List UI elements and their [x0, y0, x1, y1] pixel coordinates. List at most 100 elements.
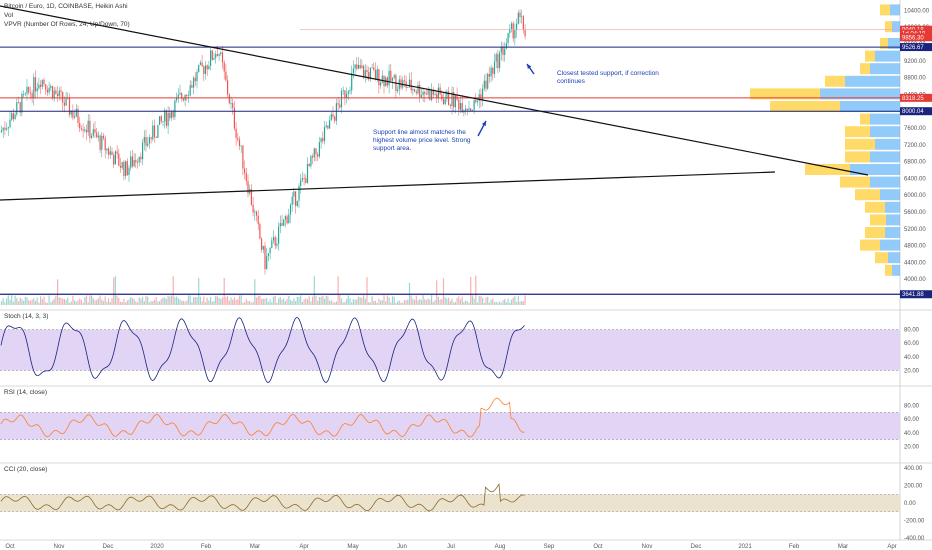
- volume-bar: [303, 299, 305, 305]
- volume-bar: [470, 276, 472, 305]
- vpvr-up: [870, 113, 900, 125]
- volume-bar: [475, 275, 477, 305]
- candle-body: [461, 103, 463, 113]
- candle-body: [369, 67, 371, 80]
- volume-bar: [87, 302, 89, 305]
- candle-body: [130, 156, 132, 168]
- volume-bar: [412, 298, 414, 305]
- candle-body: [437, 87, 439, 99]
- candle-body: [482, 88, 484, 100]
- candle-body: [182, 98, 184, 101]
- volume-bar: [45, 302, 47, 305]
- volume-bar: [46, 302, 48, 305]
- candle-body: [82, 129, 84, 131]
- candle-body: [228, 94, 230, 104]
- candle-body: [34, 77, 37, 92]
- candle-body: [38, 84, 40, 89]
- candle-body: [225, 71, 227, 81]
- volume-bar: [14, 295, 16, 305]
- cci-band: [0, 494, 900, 512]
- price-label: [900, 107, 932, 116]
- candle-body: [164, 110, 166, 122]
- volume-bar: [28, 300, 30, 305]
- candle-body: [500, 46, 502, 53]
- x-tick: Aug: [495, 544, 506, 550]
- candle-body: [4, 127, 6, 130]
- volume-bar: [410, 295, 412, 305]
- candle-body: [237, 137, 239, 140]
- candle-body: [381, 75, 383, 83]
- candle-body: [364, 70, 366, 78]
- vpvr-down: [845, 151, 870, 163]
- volume-bar: [252, 301, 254, 305]
- candle-body: [6, 128, 8, 130]
- candle-body: [507, 32, 509, 44]
- candle-body: [216, 54, 218, 56]
- volume-bar: [337, 276, 339, 305]
- candle-body: [490, 67, 492, 77]
- candle-body: [210, 50, 212, 67]
- vpvr-up: [850, 164, 900, 175]
- volume-bar: [6, 298, 8, 305]
- candle-body: [218, 54, 220, 56]
- volume-bar: [436, 280, 438, 305]
- volume-bar: [514, 295, 516, 305]
- candle-body: [233, 108, 235, 129]
- volume-bar: [300, 295, 302, 305]
- candle-body: [417, 84, 419, 94]
- price-label-text: 8000.04: [902, 109, 924, 115]
- volume-bar: [116, 295, 118, 305]
- price-tick: 7600.00: [904, 126, 926, 132]
- stoch-line: [0, 317, 525, 384]
- volume-bar: [310, 301, 312, 305]
- volume-bar: [43, 296, 45, 305]
- volume-bar: [446, 298, 448, 305]
- candle-body: [303, 177, 305, 179]
- candle-body: [441, 94, 443, 100]
- volume-bar: [147, 296, 149, 305]
- candle-body: [87, 120, 89, 133]
- volume-bar: [499, 301, 501, 305]
- volume-bar: [517, 295, 519, 305]
- volume-profile: [750, 4, 900, 276]
- candle-body: [211, 50, 213, 60]
- candle-body: [487, 73, 489, 89]
- vpvr-up: [890, 4, 900, 16]
- volume-bar: [2, 298, 4, 305]
- volume-bar: [91, 295, 93, 305]
- x-tick: Dec: [103, 544, 114, 550]
- volume-bar: [162, 297, 164, 305]
- candle-body: [415, 91, 417, 94]
- volume-bar: [463, 301, 465, 305]
- candle-body: [432, 89, 434, 95]
- candle-body: [172, 111, 174, 118]
- vpvr-up: [870, 151, 900, 163]
- volume-bar: [257, 295, 259, 305]
- volume-bar: [203, 296, 205, 305]
- candle-body: [361, 65, 363, 69]
- candle-body: [363, 65, 365, 78]
- volume-bar: [456, 298, 458, 305]
- volume-bar: [429, 299, 431, 305]
- volume-bar: [327, 296, 329, 305]
- candle-body: [400, 79, 402, 88]
- volume-bar: [113, 277, 115, 305]
- candle-body: [420, 95, 422, 98]
- volume-bar: [458, 296, 460, 305]
- candle-body: [113, 155, 115, 165]
- candle-body: [334, 116, 336, 121]
- volume-bar: [468, 302, 470, 305]
- candle-body: [391, 77, 394, 81]
- candle-body: [269, 247, 271, 254]
- arrow-support-head: [527, 64, 532, 69]
- volume-bar: [125, 302, 127, 305]
- volume-bar: [198, 277, 200, 305]
- volume-bar: [325, 295, 327, 305]
- candle-body: [266, 256, 268, 270]
- volume-bar: [422, 295, 424, 305]
- volume-bar: [216, 296, 218, 305]
- candle-body: [429, 89, 431, 100]
- candle-body: [397, 89, 399, 92]
- vpvr-down: [870, 214, 886, 226]
